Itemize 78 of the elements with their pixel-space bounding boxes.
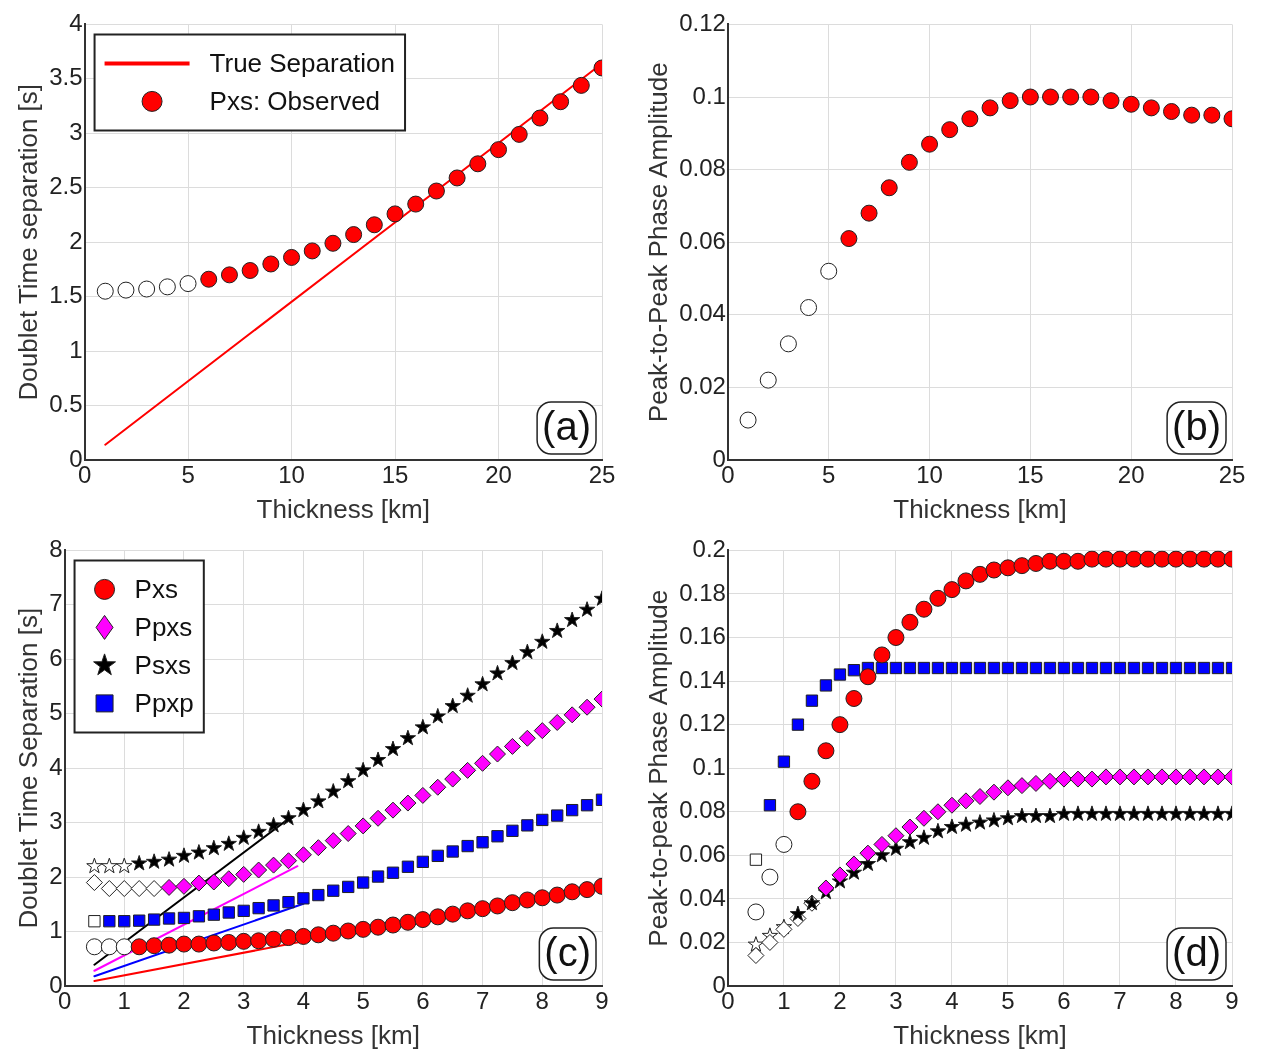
- y-axis-title: Doublet Time separation [s]: [12, 83, 43, 401]
- y-axis-title: Doublet Time Separation [s]: [12, 607, 43, 929]
- y-tick-label: 0.04: [679, 299, 726, 327]
- x-tick-label: 5: [822, 461, 836, 489]
- legend-label: Psxs: [134, 649, 191, 680]
- y-tick-label: 0.12: [679, 9, 726, 37]
- y-tick-label: 2: [49, 861, 63, 889]
- x-tick-label: 1: [117, 987, 131, 1015]
- y-tick-label: 0.14: [679, 665, 726, 693]
- legend-label: Ppxs: [134, 611, 193, 642]
- x-tick-label: 25: [1218, 461, 1246, 489]
- annotation: (c): [544, 930, 591, 975]
- y-tick-label: 0.12: [679, 709, 726, 737]
- x-axis-title: Thickness [km]: [246, 1019, 420, 1050]
- x-tick-label: 5: [181, 461, 195, 489]
- y-tick-label: 0.06: [679, 226, 726, 254]
- annotation: (b): [1172, 404, 1221, 449]
- legend-label: Pxs: Observed: [209, 85, 381, 116]
- x-tick-label: 15: [381, 461, 409, 489]
- x-tick-label: 20: [485, 461, 512, 489]
- x-axis-title: Thickness [km]: [256, 493, 430, 524]
- y-tick-label: 3.5: [49, 63, 83, 91]
- y-tick-label: 0.02: [679, 372, 726, 400]
- y-tick-label: 1: [49, 916, 63, 944]
- y-tick-label: 0.18: [679, 578, 726, 606]
- y-tick-label: 2: [69, 226, 83, 254]
- x-tick-label: 25: [588, 461, 616, 489]
- y-tick-label: 1.5: [49, 281, 83, 309]
- x-tick-label: 1: [777, 987, 791, 1015]
- x-tick-label: 15: [1017, 461, 1044, 489]
- legend-label: True Separation: [209, 47, 396, 78]
- y-tick-label: 0.1: [692, 81, 726, 109]
- y-tick-label: 0.08: [679, 154, 726, 182]
- legend-label: Ppxp: [134, 687, 194, 718]
- y-axis-title: Peak-to-Peak Phase Amplitude: [642, 62, 673, 423]
- x-tick-label: 5: [356, 987, 370, 1015]
- x-tick-label: 7: [475, 987, 490, 1015]
- y-tick-label: 0.16: [679, 622, 726, 650]
- x-tick-label: 4: [945, 987, 959, 1015]
- y-tick-label: 0.5: [49, 390, 83, 418]
- legend-label: Pxs: [134, 573, 178, 604]
- x-tick-label: 8: [535, 987, 549, 1015]
- y-tick-label: 1: [69, 335, 83, 363]
- y-tick-label: 0.2: [692, 535, 726, 563]
- x-tick-label: 3: [889, 987, 903, 1015]
- y-tick-label: 0.08: [679, 796, 726, 824]
- y-tick-label: 7: [49, 589, 63, 617]
- y-tick-label: 3: [49, 807, 63, 835]
- x-axis-title: Thickness [km]: [893, 1019, 1067, 1050]
- x-tick-label: 5: [1001, 987, 1015, 1015]
- y-tick-label: 0.04: [679, 883, 726, 911]
- y-tick-label: 8: [49, 535, 63, 563]
- y-tick-label: 3: [69, 117, 83, 145]
- y-tick-label: 0.1: [692, 752, 726, 780]
- y-tick-label: 2.5: [49, 172, 83, 200]
- x-tick-label: 7: [1113, 987, 1127, 1015]
- x-axis-title: Thickness [km]: [893, 493, 1067, 524]
- y-tick-label: 0.02: [679, 927, 726, 955]
- x-tick-label: 2: [177, 987, 191, 1015]
- y-axis-title: Peak-to-peak Phase Amplitude: [642, 589, 673, 947]
- x-tick-label: 10: [278, 461, 305, 489]
- x-tick-label: 3: [237, 987, 251, 1015]
- x-tick-label: 9: [595, 987, 609, 1015]
- x-tick-label: 20: [1117, 461, 1145, 489]
- y-tick-label: 4: [69, 9, 83, 37]
- x-tick-label: 8: [1169, 987, 1183, 1015]
- x-tick-label: 10: [916, 461, 943, 489]
- annotation: (d): [1172, 930, 1221, 975]
- annotation: (a): [542, 404, 591, 449]
- x-tick-label: 6: [416, 987, 430, 1015]
- x-tick-label: 9: [1225, 987, 1239, 1015]
- x-tick-label: 2: [833, 987, 847, 1015]
- x-tick-label: 6: [1057, 987, 1071, 1015]
- y-tick-label: 4: [49, 752, 63, 780]
- x-tick-label: 4: [296, 987, 311, 1015]
- y-tick-label: 0.06: [679, 839, 726, 867]
- y-tick-label: 6: [49, 643, 63, 671]
- y-tick-label: 5: [49, 698, 63, 726]
